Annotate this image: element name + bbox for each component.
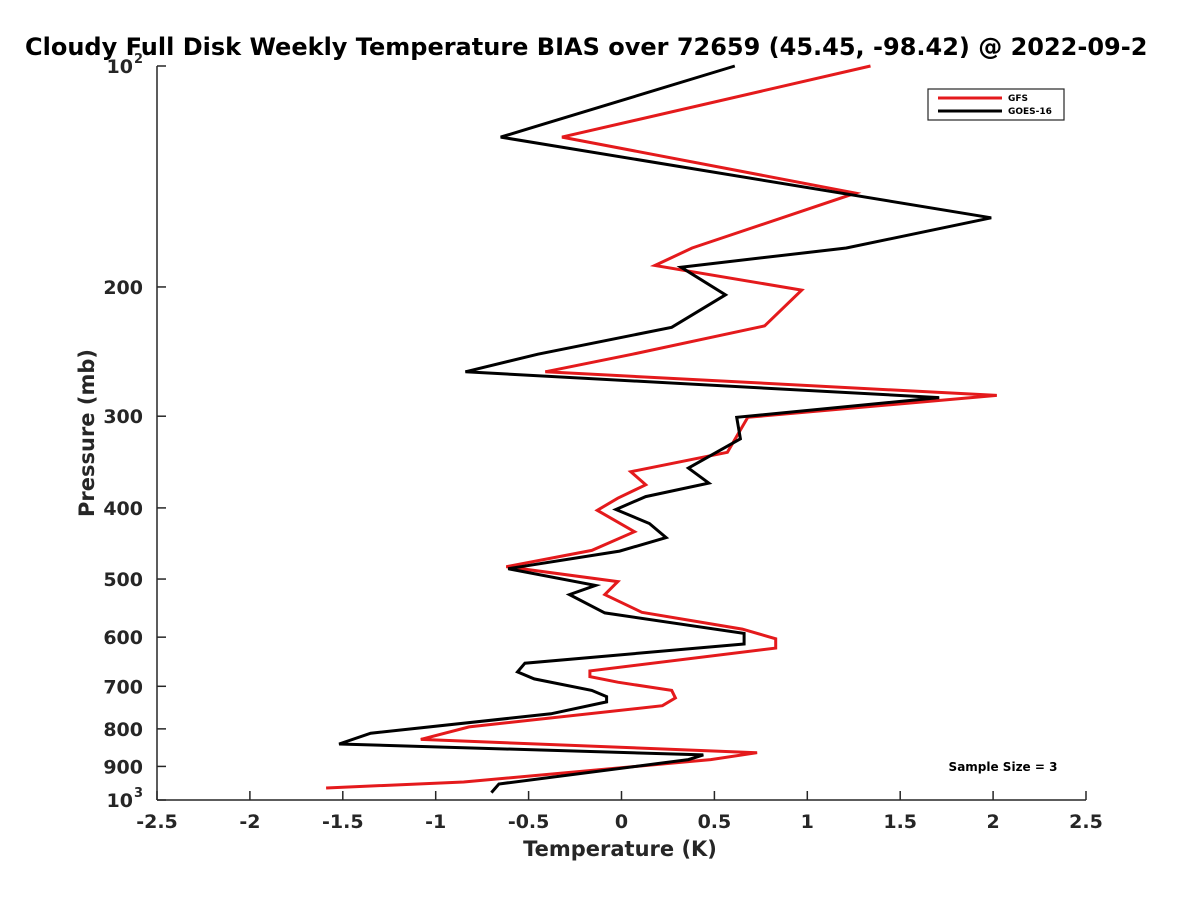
x-tick-label: -2.5 [136,811,178,833]
x-tick-label: 2.5 [1069,811,1103,833]
y-tick-label: 10 2 [107,52,144,78]
series-line-gfs [326,64,997,790]
series-layer [326,64,997,794]
x-tick-label: 1.5 [883,811,917,833]
x-tick-label: -0.5 [508,811,550,833]
y-tick-label: 200 [103,277,143,299]
x-tick-label: -2 [239,811,260,833]
y-tick-label: 800 [103,719,143,741]
legend-entry-label: GOES-16 [1008,107,1052,117]
x-axis-label: Temperature (K) [523,837,717,861]
x-tick-label: 0 [615,811,628,833]
plot-axes: -2.5 -2 -1.5 -1 -0.5 0 0.5 1 1.5 2 2.510 2200300400… [103,52,1103,833]
x-tick-label: -1.5 [322,811,364,833]
x-tick-label: -1 [425,811,446,833]
x-tick-label: 1 [801,811,814,833]
y-axis-label: Pressure (mb) [75,349,99,517]
legend-entry-label: GFS [1008,94,1028,104]
y-tick-label: 400 [103,498,143,520]
chart-title: Cloudy Full Disk Weekly Temperature BIAS… [25,33,1147,61]
y-tick-label: 700 [103,676,143,698]
y-tick-base: 10 [107,56,133,78]
x-tick-label: 0.5 [698,811,732,833]
y-tick-exponent: 3 [134,786,143,801]
legend: GFS GOES-16 [927,88,1065,121]
y-tick-base: 10 [107,790,133,812]
y-tick-label: 900 [103,756,143,778]
x-tick-label: 2 [986,811,999,833]
series-line-goes-16 [338,64,992,794]
y-tick-label: 10 3 [107,786,144,812]
legend-box [927,88,1065,121]
sample-size-annotation: Sample Size = 3 [949,760,1058,774]
y-tick-label: 500 [103,569,143,591]
y-tick-label: 300 [103,406,143,428]
y-tick-exponent: 2 [134,52,143,67]
y-tick-label: 600 [103,627,143,649]
